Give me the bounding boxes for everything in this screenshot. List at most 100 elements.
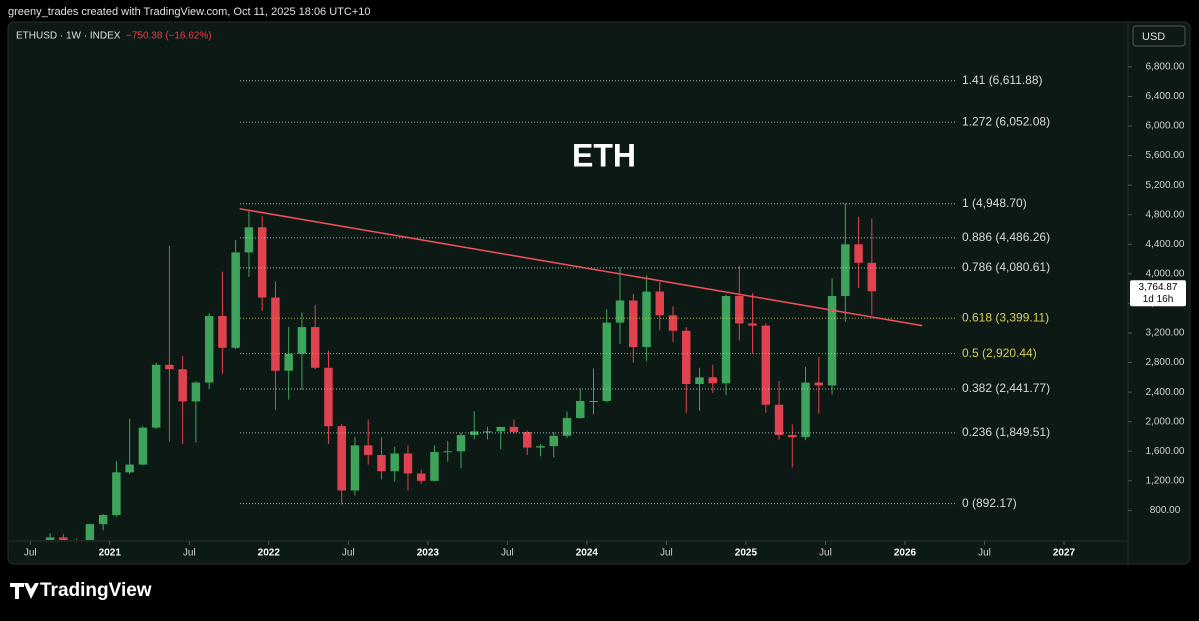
candle-body (496, 426, 505, 432)
chart-pane (7, 21, 1191, 565)
candle-body (721, 296, 731, 384)
x-tick-label: Jul (342, 548, 355, 559)
y-tick-label: 4,000.00 (1146, 269, 1185, 280)
fib-label: 0.786 (4,080.61) (962, 260, 1050, 274)
candle-body (761, 325, 771, 405)
candle-body (98, 515, 108, 525)
candle-body (85, 524, 95, 540)
currency: USD (1142, 31, 1165, 43)
candle-body (629, 300, 638, 348)
candle-body (642, 291, 651, 348)
candle-body (337, 426, 346, 491)
candle-body (310, 327, 320, 368)
candle-body (231, 252, 240, 348)
candle-body (165, 364, 174, 370)
y-tick-label: 6,800.00 (1146, 62, 1185, 73)
countdown: 1d 16h (1143, 294, 1174, 305)
y-tick-label: 4,400.00 (1146, 239, 1185, 250)
fib-label: 0.886 (4,486.26) (962, 230, 1050, 244)
candle-body (615, 300, 625, 323)
fib-label: 0.236 (1,849.51) (962, 425, 1050, 439)
header: greeny_trades created with TradingView.c… (8, 6, 371, 18)
candle-body (244, 227, 254, 253)
y-tick-label: 4,800.00 (1146, 209, 1185, 220)
logo (10, 583, 39, 599)
x-tick-label: 2023 (417, 548, 440, 559)
y-tick-label: 2,400.00 (1146, 387, 1185, 398)
candle-body (416, 473, 426, 481)
candle-body (668, 315, 678, 331)
candle-body (138, 427, 148, 465)
y-tick-label: 2,800.00 (1146, 357, 1185, 368)
y-tick-label: 1,200.00 (1146, 476, 1185, 487)
candle-body (576, 401, 585, 419)
fib-label: 1 (4,948.70) (962, 196, 1027, 210)
candle-body (801, 382, 810, 438)
last-price: 3,764.87 (1139, 282, 1178, 293)
currency-box[interactable] (1132, 25, 1186, 47)
x-tick-label: 2022 (258, 548, 281, 559)
candle-body (841, 244, 850, 297)
candle-body (430, 452, 439, 481)
candle-body (814, 382, 824, 386)
candle-body (218, 316, 227, 348)
change: −750.38 (−16.62%) (126, 31, 212, 42)
candle-body (204, 316, 214, 383)
x-tick-label: 2021 (99, 548, 122, 559)
candle-body (602, 322, 612, 402)
y-tick-label: 1,600.00 (1146, 446, 1185, 457)
candle-body (151, 364, 161, 428)
candle-body (748, 323, 757, 326)
candle-body (271, 297, 280, 371)
candle-body (735, 296, 744, 324)
x-tick-label: Jul (819, 548, 832, 559)
x-tick-label: 2027 (1053, 548, 1076, 559)
chart-title: ETH (572, 137, 636, 173)
y-tick-label: 800.00 (1150, 505, 1181, 516)
candle-body (867, 262, 877, 292)
x-tick-label: 2024 (576, 548, 599, 559)
candle-body (509, 426, 519, 433)
candle-body (363, 445, 373, 455)
candle-body (45, 537, 55, 540)
x-tick-label: Jul (978, 548, 991, 559)
candle-body (456, 435, 466, 452)
fib-label: 1.272 (6,052.08) (962, 114, 1050, 128)
fib-label: 0.618 (3,399.11) (962, 310, 1049, 324)
candle-body (112, 472, 121, 516)
candle-body (178, 369, 187, 402)
candle-body (562, 418, 572, 436)
x-tick-label: Jul (501, 548, 514, 559)
candle-body (854, 244, 863, 263)
trendline (239, 208, 923, 327)
candle-body (483, 431, 492, 433)
candle-body (708, 377, 718, 384)
candle-body (377, 454, 386, 472)
candle-body (695, 377, 704, 385)
candle-body (549, 435, 558, 447)
fib-label: 0.382 (2,441.77) (962, 381, 1050, 395)
fib-label: 0.5 (2,920.44) (962, 346, 1037, 360)
fib-label: 0 (892.17) (962, 496, 1017, 510)
candle-body (257, 227, 267, 298)
candle-body (774, 404, 784, 436)
x-tick-label: Jul (183, 548, 196, 559)
y-tick-label: 2,000.00 (1146, 416, 1185, 427)
plot (45, 203, 877, 540)
candle-body (350, 445, 360, 491)
candle-body (827, 296, 837, 386)
last-price-tag (1130, 280, 1186, 307)
x-tick-label: Jul (660, 548, 673, 559)
candle-body (191, 382, 201, 402)
y-tick-label: 5,600.00 (1146, 150, 1185, 161)
y-tick-label: 3,200.00 (1146, 328, 1185, 339)
candle-body (443, 451, 452, 453)
footer: TradingView (40, 580, 152, 601)
candle-body (390, 453, 399, 472)
candle-body (284, 353, 293, 371)
y-tick-label: 6,000.00 (1146, 121, 1185, 132)
candle-body (125, 464, 134, 473)
fib-label: 1.41 (6,611.88) (962, 73, 1043, 87)
candle-body (589, 401, 598, 403)
